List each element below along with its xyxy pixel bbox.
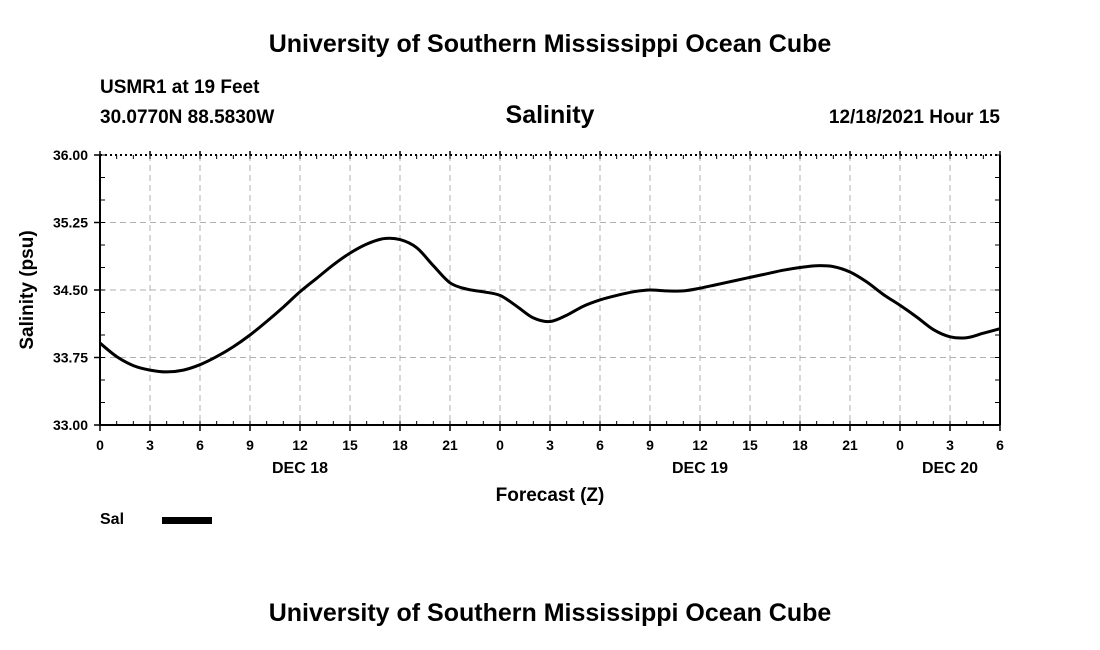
x-tick-label: 15 <box>742 437 758 453</box>
x-tick-label: 0 <box>96 437 104 453</box>
x-tick-label: 12 <box>692 437 708 453</box>
x-tick-label: 3 <box>146 437 154 453</box>
x-tick-label: 3 <box>546 437 554 453</box>
x-tick-label: 18 <box>792 437 808 453</box>
x-day-label: DEC 20 <box>922 460 978 477</box>
x-tick-label: 9 <box>646 437 654 453</box>
y-tick-label: 36.00 <box>53 147 88 163</box>
x-tick-label: 6 <box>596 437 604 453</box>
x-tick-label: 21 <box>442 437 458 453</box>
y-tick-label: 34.50 <box>53 282 88 298</box>
x-tick-label: 6 <box>196 437 204 453</box>
legend-label: Sal <box>100 511 125 528</box>
forecast-datetime: 12/18/2021 Hour 15 <box>828 107 1000 128</box>
x-tick-label: 12 <box>292 437 308 453</box>
x-tick-label: 18 <box>392 437 408 453</box>
chart-title: University of Southern Mississippi Ocean… <box>268 30 832 58</box>
x-tick-label: 0 <box>496 437 504 453</box>
parameter-title: Salinity <box>505 101 595 129</box>
series-line-sal <box>99 236 1001 374</box>
x-tick-label: 3 <box>946 437 954 453</box>
x-tick-label: 9 <box>246 437 254 453</box>
x-tick-label: 15 <box>342 437 358 453</box>
x-axis-title: Forecast (Z) <box>496 485 605 506</box>
y-tick-label: 33.75 <box>53 350 88 366</box>
x-tick-label: 21 <box>842 437 858 453</box>
x-day-label: DEC 19 <box>672 460 728 477</box>
footer-title: University of Southern Mississippi Ocean… <box>268 599 832 627</box>
y-tick-label: 33.00 <box>53 417 88 433</box>
x-day-label: DEC 18 <box>272 460 328 477</box>
legend-line-swatch <box>162 517 212 524</box>
y-axis-title: Salinity (psu) <box>17 230 38 349</box>
x-tick-label: 6 <box>996 437 1004 453</box>
y-tick-label: 35.25 <box>53 215 88 231</box>
x-tick-label: 0 <box>896 437 904 453</box>
station-coordinates: 30.0770N 88.5830W <box>100 107 275 128</box>
station-label: USMR1 at 19 Feet <box>100 77 260 98</box>
